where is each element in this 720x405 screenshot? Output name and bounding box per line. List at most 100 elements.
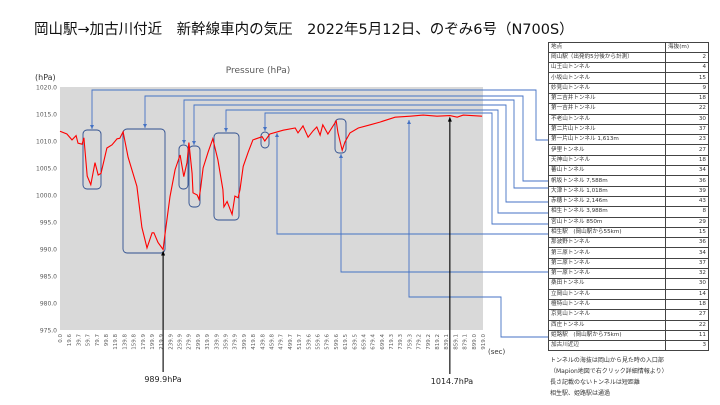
x-tick-label: 399.9 [242, 334, 248, 350]
tunnel-highlight-box [260, 131, 270, 149]
x-tick-label: 359.9 [224, 334, 230, 350]
table-row: 赤穂トンネル 2,146m 43 [548, 195, 709, 208]
altitude-cell: 43 [665, 195, 709, 208]
altitude-cell: 23 [665, 134, 709, 146]
y-axis-label: (hPa) [35, 73, 56, 82]
arrow-head-icon [275, 133, 279, 137]
x-tick-label: 39.7 [76, 334, 82, 347]
x-tick-label: 0.0 [58, 334, 64, 343]
table-row: 不老山トンネル 30 [548, 113, 709, 125]
connector-line [183, 99, 548, 189]
altitude-cell: 2 [665, 51, 709, 64]
x-tick-label: 659.4 [361, 334, 367, 350]
place-cell: 姫路駅 (岡山駅から75km) [548, 329, 666, 342]
place-cell: 第二原トンネル [548, 257, 666, 270]
place-cell: 赤穂トンネル 2,146m [548, 195, 666, 208]
note: トンネルの海抜は岡山から見た時の入口部 [550, 357, 664, 364]
x-tick-label: 319.9 [205, 334, 211, 350]
place-cell: 第三原トンネル [548, 247, 666, 259]
table-row: 岡山駅（出発約5分後から計測） 2 [548, 51, 709, 64]
y-tick-label: 990.0 [40, 247, 57, 254]
table-row: 山王山トンネル 4 [548, 62, 709, 74]
tunnel-altitude-table: 地点 海抜(m) 岡山駅（出発約5分後から計測） 2 山王山トンネル 4 小坂山トンネル… [548, 41, 709, 352]
x-tick-label: 639.5 [352, 334, 358, 350]
y-tick-label: 975.0 [40, 328, 57, 335]
table-row: 第一吉井トンネル 22 [548, 103, 709, 115]
connector-line [193, 104, 548, 203]
table-row: 那波野トンネル 36 [548, 237, 709, 249]
arrow-head-icon [90, 125, 94, 129]
header-place: 地点 [548, 41, 666, 53]
place-cell: 天神山トンネル [548, 154, 666, 167]
altitude-cell: 37 [665, 123, 709, 136]
connector-line [144, 95, 548, 182]
x-tick-label: 139.8 [122, 334, 128, 350]
arrow-head-icon [447, 116, 452, 122]
table-row: 第三原トンネル 34 [548, 247, 709, 259]
altitude-cell: 39 [665, 185, 709, 197]
note: 相生駅、姫路駅は通過 [550, 390, 611, 397]
x-tick-label: 119.8 [113, 334, 119, 350]
arrow-head-icon [161, 250, 166, 256]
tunnel-highlight-box [334, 118, 347, 154]
x-tick-label: 559.6 [315, 334, 321, 350]
x-tick-label: 419.8 [251, 334, 257, 350]
x-tick-label: 159.8 [132, 334, 138, 350]
x-tick-label: 59.7 [86, 334, 92, 347]
x-tick-label: 619.5 [343, 334, 349, 350]
arrow-head-icon [263, 127, 267, 131]
altitude-cell: 18 [665, 154, 709, 167]
note: 長さ記載のないトンネルは短距離 [550, 379, 640, 386]
place-cell: 西庄トンネル [548, 319, 666, 331]
altitude-cell: 27 [665, 144, 709, 156]
altitude-cell: 22 [665, 319, 709, 331]
x-tick-label: 459.8 [270, 334, 276, 350]
arrow-head-icon [182, 140, 186, 144]
table-header-row: 地点 海抜(m) [548, 41, 709, 53]
x-tick-label: 439.8 [260, 334, 266, 350]
place-cell: 那波野トンネル [548, 237, 666, 249]
x-tick-label: 19.6 [67, 334, 73, 347]
altitude-cell: 11 [665, 329, 709, 342]
table-row: 天神山トンネル 18 [548, 154, 709, 167]
arrow-head-icon [224, 128, 228, 132]
x-tick-label: 299.9 [196, 334, 202, 350]
x-tick-label: 599.6 [334, 334, 340, 350]
place-cell: 小坂山トンネル [548, 72, 666, 84]
x-tick-label: 379.9 [233, 334, 239, 350]
place-cell: 第一片山トンネル 1,613m [548, 134, 666, 146]
altitude-cell: 30 [665, 278, 709, 290]
x-tick-label: 899.0 [472, 334, 478, 350]
x-tick-label: 479.7 [279, 334, 285, 350]
place-cell: 第一原トンネル [548, 268, 666, 280]
table-row: 桑田トンネル 30 [548, 278, 709, 290]
x-tick-label: 339.9 [214, 334, 220, 350]
place-cell: 帆坂トンネル 7,588m [548, 175, 666, 187]
arrow-head-icon [192, 141, 196, 145]
altitude-cell: 36 [665, 237, 709, 249]
place-cell: 宮山トンネル 850m [548, 216, 666, 228]
x-tick-label: 239.9 [168, 334, 174, 350]
place-cell: 蕃山トンネル [548, 165, 666, 177]
x-tick-label: 859.1 [453, 334, 459, 350]
place-cell: 大津トンネル 1,018m [548, 185, 666, 197]
x-tick-label: 799.2 [426, 334, 432, 350]
altitude-cell: 29 [665, 216, 709, 228]
altitude-cell: 4 [665, 62, 709, 74]
place-cell: 第二吉井トンネル [548, 92, 666, 105]
y-tick-label: 1015.0 [36, 112, 57, 119]
connector-line [225, 109, 548, 214]
table-row: 第一原トンネル 32 [548, 268, 709, 280]
altitude-cell: 34 [665, 165, 709, 177]
altitude-cell: 34 [665, 247, 709, 259]
x-tick-label: 179.9 [141, 334, 147, 350]
tunnel-highlight-box [178, 144, 189, 190]
y-tick-label: 995.0 [40, 220, 57, 227]
x-tick-label: 819.2 [435, 334, 441, 350]
altitude-cell: 27 [665, 309, 709, 321]
x-tick-label: 79.7 [95, 334, 101, 347]
table-row: 妙見山トンネル 9 [548, 82, 709, 94]
table-row: 小坂山トンネル 15 [548, 72, 709, 84]
place-cell: 相生駅 (岡山駅から55km) [548, 226, 666, 239]
